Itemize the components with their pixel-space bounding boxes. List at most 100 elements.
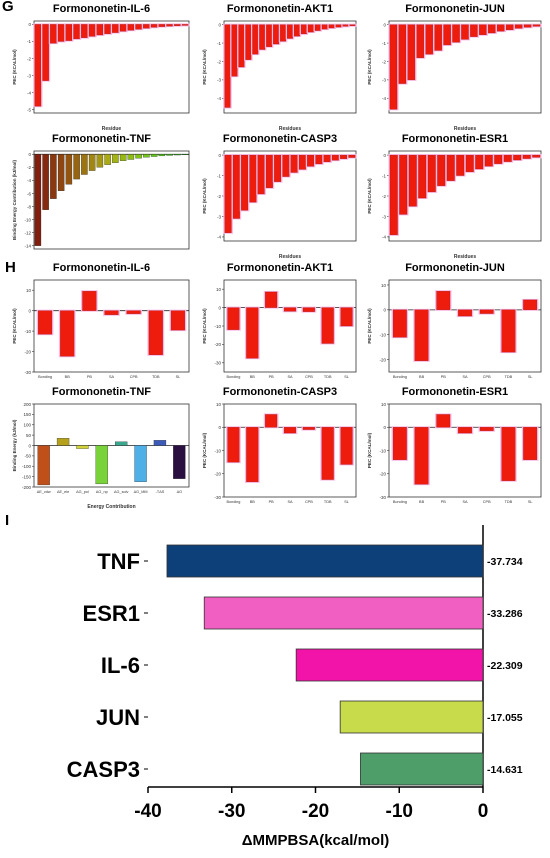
bar bbox=[452, 24, 460, 43]
x-axis-label: Residues bbox=[279, 126, 301, 132]
x-tick-label: TDB bbox=[324, 500, 332, 504]
plot-frame bbox=[33, 150, 190, 250]
bar bbox=[135, 24, 142, 30]
x-axis-label: ΔMMPBSA(kcal/mol) bbox=[242, 832, 389, 849]
bar bbox=[119, 24, 127, 32]
y-tick-label: -30 bbox=[379, 495, 386, 500]
x-tick-label: CPB bbox=[483, 375, 491, 379]
bar bbox=[294, 24, 300, 37]
bar bbox=[42, 154, 49, 210]
x-tick-label: BB bbox=[250, 500, 256, 504]
y-axis-label: PEC (KCAL/mol) bbox=[367, 49, 372, 85]
y-tick-label: -1 bbox=[382, 41, 386, 46]
x-tick-label: SA bbox=[462, 500, 468, 504]
bar bbox=[174, 24, 181, 26]
x-axis-label: Residues bbox=[454, 126, 476, 132]
y-tick-label: -1 bbox=[217, 173, 221, 178]
bar bbox=[458, 309, 472, 317]
bar bbox=[34, 24, 42, 107]
y-axis-label: PEC (KCAL/mol) bbox=[12, 49, 17, 85]
x-tick-label: ΔE_ele bbox=[57, 490, 69, 494]
bar bbox=[302, 427, 315, 430]
bar bbox=[249, 154, 257, 203]
bar bbox=[88, 24, 96, 37]
g-chart-il6-plot: -5 -4 -3 -2 -1 0 PEC (KCAL/mol) Residue bbox=[12, 20, 190, 132]
y-tick-label: 0 bbox=[383, 425, 386, 430]
bar bbox=[158, 154, 166, 157]
bar bbox=[166, 24, 173, 27]
y-axis-label: PEC (KCAL/mol) bbox=[202, 308, 207, 344]
bar bbox=[143, 24, 150, 29]
x-tick-label: TDB bbox=[152, 375, 160, 379]
bar bbox=[181, 24, 189, 26]
y-tick-label: -4 bbox=[217, 235, 221, 240]
h-chart-il6-title: Formononetin-IL-6 bbox=[52, 262, 151, 274]
bar bbox=[166, 544, 484, 578]
bar bbox=[246, 307, 259, 359]
bar bbox=[257, 154, 265, 195]
y-tick-label: -10 bbox=[379, 448, 386, 453]
category-label: CASP3 bbox=[67, 757, 140, 782]
bar bbox=[458, 427, 472, 434]
y-tick-label: -6 bbox=[27, 191, 31, 196]
x-tick-label: -40 bbox=[134, 801, 161, 822]
h-chart-tnf-plot: 200 150 100 50 0 -50 -100 -150 -200 Binding Energ… bbox=[12, 402, 190, 510]
y-tick-label: -2 bbox=[217, 59, 221, 64]
x-tick-label: BB bbox=[250, 375, 256, 379]
bar bbox=[56, 438, 70, 446]
bar bbox=[436, 291, 451, 310]
x-tick-label: ΔE_vdw bbox=[37, 490, 51, 494]
x-tick-label: SA bbox=[462, 375, 468, 379]
bar bbox=[532, 24, 541, 27]
bar bbox=[143, 154, 150, 158]
bar bbox=[127, 154, 135, 160]
bar bbox=[119, 154, 127, 161]
bar bbox=[127, 24, 135, 31]
y-tick-label: 150 bbox=[23, 412, 31, 417]
x-tick-label: ΔG_solv bbox=[114, 490, 128, 494]
bar bbox=[104, 154, 111, 165]
y-tick-label: -4 bbox=[217, 96, 221, 101]
bar bbox=[398, 24, 407, 84]
y-tick-label: -4 bbox=[382, 96, 386, 101]
bar bbox=[181, 154, 189, 156]
y-tick-label: 200 bbox=[23, 402, 31, 407]
bar bbox=[307, 24, 314, 33]
h-chart-tnf: Formononetin-TNF 200 150 100 50 0 -50 -100 -150… bbox=[10, 386, 193, 511]
bar bbox=[112, 24, 119, 33]
y-tick-label: 0 bbox=[28, 22, 31, 27]
bar bbox=[514, 24, 523, 29]
y-tick-label: -12 bbox=[24, 230, 31, 235]
bar bbox=[115, 441, 128, 446]
y-tick-label: 0 bbox=[383, 153, 386, 158]
bar bbox=[505, 24, 514, 30]
bar bbox=[173, 445, 186, 479]
bar bbox=[323, 154, 331, 162]
g-chart-il6-title: Formononetin-IL-6 bbox=[52, 3, 151, 15]
bar bbox=[300, 24, 307, 35]
bar bbox=[224, 24, 231, 108]
bar bbox=[81, 154, 88, 175]
bar bbox=[96, 24, 104, 36]
bar bbox=[331, 154, 339, 161]
y-axis-label: PEC (KCAL/mol) bbox=[12, 308, 17, 344]
bar bbox=[348, 154, 356, 158]
bar bbox=[523, 299, 538, 310]
bar bbox=[437, 154, 446, 186]
bar bbox=[150, 24, 158, 28]
bar bbox=[349, 24, 356, 26]
bar bbox=[484, 154, 493, 167]
g-chart-tnf-title: Formononetin-TNF bbox=[52, 133, 151, 145]
bar bbox=[266, 24, 273, 47]
bar bbox=[335, 24, 342, 28]
bar bbox=[112, 154, 119, 163]
y-tick-label: -5 bbox=[27, 107, 31, 112]
x-tick-label: SL bbox=[344, 500, 349, 504]
h-chart-il6-plot: -30 -20 -10 0 10 PEC (KCAL/mol) Bonding BB PB SA C… bbox=[12, 279, 190, 379]
value-label: -14.631 bbox=[487, 764, 523, 776]
x-tick-label: BB bbox=[419, 375, 425, 379]
y-tick-label: 0 bbox=[218, 153, 221, 158]
h-chart-casp3: Formononetin-CASP3 -30 -20 -10 0 10 PEC (KCAL… bbox=[200, 386, 360, 511]
y-tick-label: -2 bbox=[27, 56, 31, 61]
panel-letter-h: H bbox=[5, 259, 16, 276]
